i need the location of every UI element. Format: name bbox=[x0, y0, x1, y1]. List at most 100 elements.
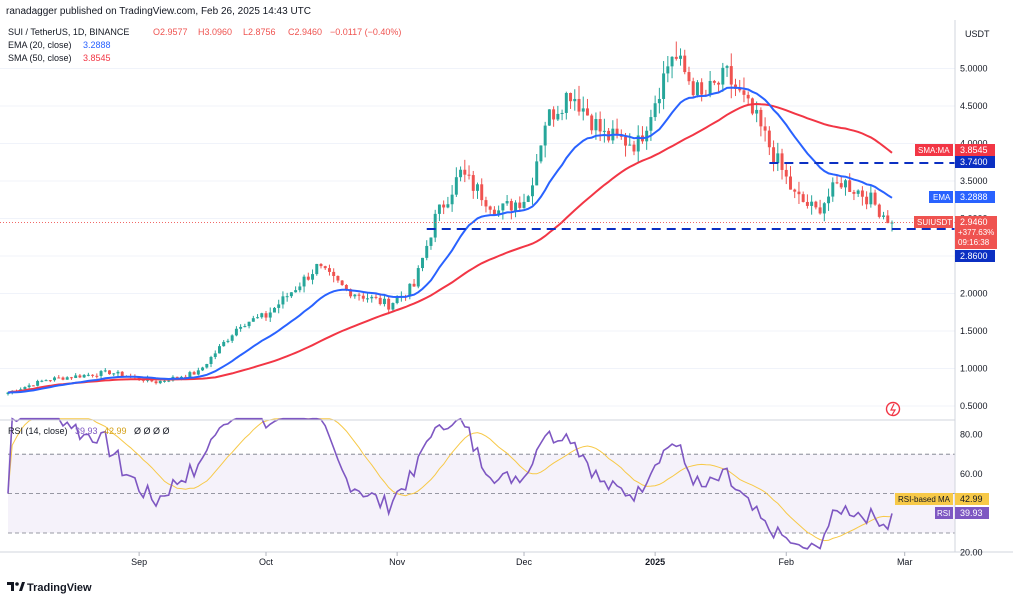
candle-body bbox=[793, 189, 797, 192]
candle-body bbox=[590, 115, 594, 131]
candle-body bbox=[395, 297, 399, 304]
candle-body bbox=[674, 56, 678, 59]
rsi-legend[interactable]: RSI (14, close) bbox=[8, 426, 68, 436]
ema-badge-label: EMA bbox=[933, 193, 951, 202]
candle-body bbox=[814, 201, 818, 208]
candle-body bbox=[712, 80, 716, 83]
candle-body bbox=[454, 177, 458, 195]
candle-body bbox=[163, 380, 166, 382]
candle-body bbox=[137, 376, 141, 380]
ohlc-change: −0.0117 (−0.40%) bbox=[330, 27, 401, 37]
candle-body bbox=[120, 371, 124, 377]
candle-body bbox=[332, 271, 336, 276]
candle-body bbox=[721, 67, 725, 85]
time-tick-label: Sep bbox=[131, 557, 147, 567]
candle-body bbox=[543, 125, 547, 146]
candle-body bbox=[302, 276, 306, 287]
candle-body bbox=[602, 130, 606, 132]
tradingview-logo-icon bbox=[7, 582, 14, 591]
candle-body bbox=[776, 153, 780, 163]
level-high-value: 3.7400 bbox=[960, 157, 988, 167]
candle-body bbox=[882, 215, 886, 217]
candle-body bbox=[763, 126, 767, 131]
candle-body bbox=[615, 128, 619, 135]
candle-body bbox=[416, 268, 420, 287]
candle-body bbox=[480, 184, 484, 201]
candle-body bbox=[61, 377, 65, 380]
alert-clock-icon[interactable] bbox=[885, 401, 901, 417]
candle-body bbox=[759, 109, 763, 127]
candle-body bbox=[535, 161, 539, 186]
candle-body bbox=[865, 196, 869, 205]
symbol-title[interactable]: SUI / TetherUS, 1D, BINANCE bbox=[8, 27, 129, 37]
candle-body bbox=[463, 169, 467, 175]
candle-body bbox=[357, 294, 361, 296]
candle-body bbox=[285, 296, 289, 298]
candle-body bbox=[818, 207, 822, 214]
candle-body bbox=[374, 296, 378, 298]
candle-body bbox=[112, 373, 116, 375]
candle-body bbox=[353, 294, 357, 297]
horizontal-levels[interactable] bbox=[426, 162, 955, 230]
candle-body bbox=[459, 169, 463, 178]
candle-body bbox=[78, 375, 82, 378]
candle-body bbox=[526, 196, 530, 202]
ema-legend[interactable]: EMA (20, close) bbox=[8, 40, 72, 50]
candle-body bbox=[835, 182, 839, 184]
candle-body bbox=[725, 66, 729, 68]
candle-body bbox=[218, 346, 221, 354]
time-tick-label: Mar bbox=[897, 557, 913, 567]
candle-body bbox=[298, 286, 302, 291]
candle-body bbox=[86, 374, 90, 376]
price-tick: 0.5000 bbox=[960, 401, 988, 411]
candle-body bbox=[585, 108, 589, 116]
candle-body bbox=[679, 55, 682, 59]
candle-body bbox=[277, 304, 281, 308]
candle-body bbox=[188, 372, 192, 378]
candle-body bbox=[361, 295, 365, 299]
candle-body bbox=[767, 130, 771, 148]
candle-body bbox=[437, 204, 441, 214]
sma-50-line bbox=[7, 102, 893, 394]
sma-legend[interactable]: SMA (50, close) bbox=[8, 53, 72, 63]
candle-body bbox=[222, 341, 226, 347]
candle-body bbox=[31, 385, 35, 387]
candle-body bbox=[581, 108, 585, 112]
candle-body bbox=[294, 290, 298, 293]
candle-body bbox=[594, 119, 598, 131]
candle-body bbox=[327, 268, 331, 272]
tradingview-logo-text: TradingView bbox=[27, 582, 92, 594]
candle-body bbox=[378, 297, 382, 305]
candle-body bbox=[801, 194, 805, 202]
candle-body bbox=[514, 202, 518, 211]
indicator-lines bbox=[0, 86, 955, 394]
rsi-line bbox=[7, 417, 893, 550]
candle-body bbox=[738, 88, 742, 91]
price-tick: 5.0000 bbox=[960, 64, 988, 74]
candle-body bbox=[636, 135, 640, 152]
rsi-legend-ma: 42.99 bbox=[104, 426, 127, 436]
time-tick-label: Oct bbox=[259, 557, 274, 567]
candle-body bbox=[429, 237, 433, 246]
ema-legend-value: 3.2888 bbox=[83, 40, 111, 50]
candle-body bbox=[192, 372, 196, 375]
tradingview-logo[interactable]: TradingView bbox=[7, 582, 92, 594]
candle-body bbox=[488, 206, 492, 210]
candle-body bbox=[518, 202, 522, 208]
rsi-badge: RSI 39.93 bbox=[935, 507, 989, 519]
candle-body bbox=[421, 257, 424, 269]
candle-body bbox=[467, 174, 471, 176]
candle-body bbox=[729, 66, 733, 85]
candle-body bbox=[827, 196, 831, 204]
candle-body bbox=[36, 380, 40, 386]
candle-body bbox=[103, 370, 107, 372]
rsi-lines bbox=[7, 417, 893, 550]
candle-body bbox=[408, 283, 412, 297]
candle-body bbox=[201, 367, 205, 371]
time-axis[interactable]: Sep Oct Nov Dec 2025 Feb Mar bbox=[131, 552, 912, 567]
rsi-tick: 60.00 bbox=[960, 469, 983, 479]
candle-body bbox=[272, 307, 276, 313]
candle-body bbox=[306, 276, 310, 280]
candle-body bbox=[547, 109, 551, 126]
